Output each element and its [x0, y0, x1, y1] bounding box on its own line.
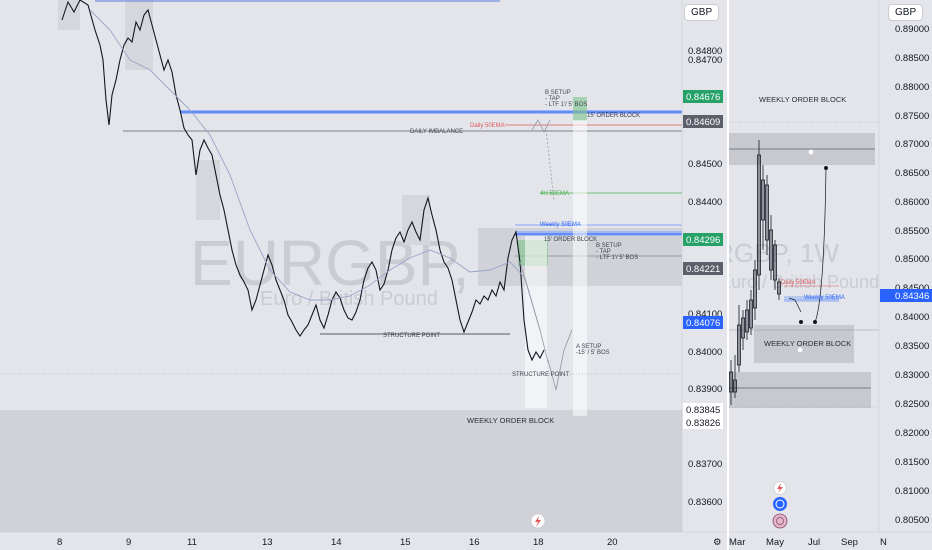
svg-text:0.84676: 0.84676: [686, 92, 720, 103]
current-price-badge: 0.84346: [880, 289, 932, 302]
annotation-b-setup-top: B SETUP - TAP - LTF 1'/ 5' BOS: [545, 90, 587, 108]
annotation-daily-imbalance: DAILY IMBALANCE: [410, 129, 463, 135]
svg-text:0.84346: 0.84346: [895, 291, 929, 302]
chart-panel-1w[interactable]: EURGBP, 1W Euro / British Pound: [729, 0, 932, 550]
price-label: 0.88500: [895, 53, 929, 64]
time-label: 13: [262, 537, 273, 548]
time-label: 16: [469, 537, 480, 548]
watermark-name: Euro / British Pound: [729, 272, 879, 292]
price-label: 0.82000: [895, 428, 929, 439]
annotation-15-order-block-top: 15' ORDER BLOCK: [587, 113, 640, 119]
annotation-weekly-order-block-top: WEEKLY ORDER BLOCK: [759, 95, 846, 104]
price-label: 0.85000: [895, 254, 929, 265]
price-label: 0.84400: [688, 197, 722, 208]
price-label: 0.83500: [895, 341, 929, 352]
price-badge: 0.84296: [683, 233, 723, 246]
svg-text:0.84609: 0.84609: [686, 117, 720, 128]
watermark-name: Euro / British Pound: [260, 288, 438, 310]
time-label: 9: [126, 537, 131, 548]
svg-text:- TAP: - TAP: [545, 96, 560, 102]
panel-divider[interactable]: [727, 0, 729, 550]
price-label: 0.84500: [895, 283, 929, 294]
price-label: 0.84100: [688, 309, 722, 320]
currency-button[interactable]: GBP: [684, 4, 720, 21]
price-label: 0.84500: [688, 159, 722, 170]
chart-15m-canvas[interactable]: EURGBP, 15 Euro / British Pound: [0, 0, 727, 550]
time-label: Jul: [808, 537, 820, 548]
price-badge: 0.83845: [683, 403, 723, 416]
svg-text:0.84221: 0.84221: [686, 264, 720, 275]
annotation-daily-50ema: Daily 50EMA: [781, 280, 816, 286]
chart-panel-15m[interactable]: EURGBP, 15 Euro / British Pound: [0, 0, 727, 550]
annotation-daily-50ema: Daily 50EMA: [470, 123, 505, 129]
price-label: 0.89000: [895, 24, 929, 35]
annotation-structure-point-2: STRUCTURE POINT: [512, 372, 569, 378]
annotation-a-setup: A SETUP -15' / 5' BOS: [576, 344, 610, 356]
svg-text:- TAP: - TAP: [596, 249, 611, 255]
settings-corner[interactable]: ⚙: [713, 537, 722, 548]
svg-text:- LTF 1'/ 5' BOS: - LTF 1'/ 5' BOS: [596, 255, 638, 261]
svg-text:B SETUP: B SETUP: [545, 90, 571, 96]
price-label: 0.83600: [688, 497, 722, 508]
price-label: 0.84700: [688, 55, 722, 66]
watermark-symbol: EURGBP, 1W: [729, 238, 839, 268]
annotation-weekly-order-block: WEEKLY ORDER BLOCK: [467, 416, 554, 425]
svg-text:-15' / 5' BOS: -15' / 5' BOS: [576, 350, 610, 356]
time-label: 14: [331, 537, 342, 548]
svg-text:0.83826: 0.83826: [686, 418, 720, 429]
svg-text:B SETUP: B SETUP: [596, 243, 622, 249]
annotation-weekly-order-block-bottom: WEEKLY ORDER BLOCK: [764, 339, 851, 348]
svg-text:0.84076: 0.84076: [686, 318, 720, 329]
price-label: 0.83700: [688, 459, 722, 470]
price-label: 0.81500: [895, 457, 929, 468]
price-label: 0.87000: [895, 139, 929, 150]
price-label: 0.83900: [688, 384, 722, 395]
svg-text:0.84296: 0.84296: [686, 235, 720, 246]
price-label: 0.85500: [895, 226, 929, 237]
time-label: 11: [187, 537, 197, 548]
price-label: 0.84800: [688, 46, 722, 57]
lightning-icon[interactable]: [773, 481, 787, 495]
svg-text:0.83845: 0.83845: [686, 405, 720, 416]
annotation-15-order-block-mid: 15' ORDER BLOCK: [544, 237, 597, 243]
annotation-4h-50ema: 4H 50EMA: [540, 191, 569, 197]
time-label: Sep: [841, 537, 858, 548]
price-label: 0.88000: [895, 82, 929, 93]
time-label: 20: [607, 537, 618, 548]
economic-event-icon[interactable]: [773, 497, 787, 511]
svg-text:- LTF 1'/ 5' BOS: - LTF 1'/ 5' BOS: [545, 102, 587, 108]
price-label: 0.86000: [895, 197, 929, 208]
currency-button[interactable]: GBP: [888, 4, 924, 21]
time-label: 18: [533, 537, 544, 548]
price-badge: 0.83826: [683, 416, 723, 429]
price-label: 0.86500: [895, 168, 929, 179]
svg-text:A SETUP: A SETUP: [576, 344, 601, 350]
annotation-weekly-50ema: Weekly 50EMA: [540, 222, 581, 228]
weekly-order-block-zone: [0, 410, 682, 532]
time-label: Mar: [729, 537, 745, 548]
price-badge: 0.84676: [683, 90, 723, 103]
price-badge: 0.84221: [683, 262, 723, 275]
price-label: 0.83000: [895, 370, 929, 381]
annotation-weekly-50ema: Weekly 50EMA: [804, 295, 845, 301]
time-label: 15: [400, 537, 411, 548]
annotation-b-setup-mid: B SETUP - TAP - LTF 1'/ 5' BOS: [596, 243, 638, 261]
price-label: 0.87500: [895, 111, 929, 122]
weekly-candles: [729, 140, 781, 405]
time-label: May: [766, 537, 784, 548]
time-label: N: [880, 537, 887, 548]
price-label: 0.84000: [895, 312, 929, 323]
dividend-event-icon[interactable]: [772, 513, 788, 529]
price-label: 0.84000: [688, 347, 722, 358]
price-label: 0.80500: [895, 515, 929, 526]
price-label: 0.81000: [895, 486, 929, 497]
price-badge: 0.84076: [683, 316, 723, 329]
annotation-structure-point-1: STRUCTURE POINT: [383, 333, 440, 339]
price-label: 0.82500: [895, 399, 929, 410]
time-label: 8: [57, 537, 62, 548]
chart-1w-canvas[interactable]: EURGBP, 1W Euro / British Pound: [729, 0, 932, 550]
price-badge: 0.84609: [683, 115, 723, 128]
lightning-icon[interactable]: [530, 513, 546, 529]
